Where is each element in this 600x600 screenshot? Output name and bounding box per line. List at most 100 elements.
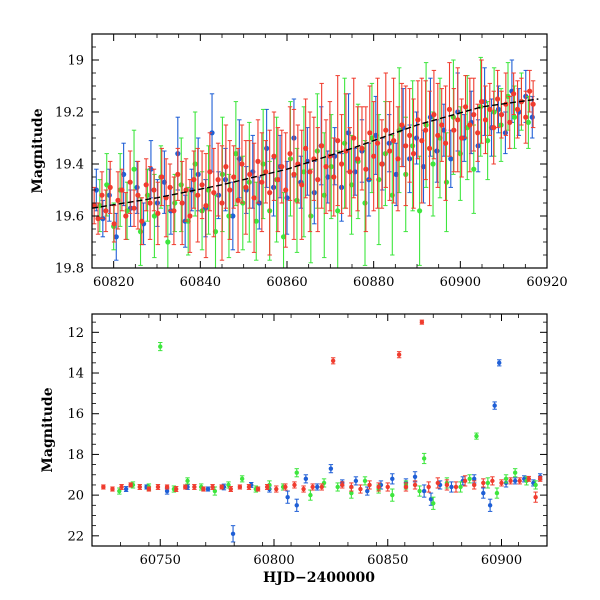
data-point: [110, 486, 115, 492]
data-point: [127, 179, 133, 185]
bottom-axis-ticks: 60750 60800 60850 60900 12 14 16 18 20 22: [67, 314, 548, 568]
data-point: [93, 187, 99, 193]
bottom-panel-full: 60750 60800 60850 60900 12 14 16 18 20 22 Magnitu…: [40, 313, 548, 586]
data-point: [146, 486, 152, 492]
x-tick-label: 60850: [367, 553, 408, 568]
data-point: [147, 200, 153, 206]
data-point: [349, 490, 354, 496]
data-point: [158, 344, 163, 349]
data-point: [431, 501, 436, 506]
data-point: [374, 140, 381, 146]
data-point: [410, 143, 416, 149]
data-point: [455, 117, 461, 123]
data-point: [492, 403, 497, 408]
x-tick-label: 60800: [253, 553, 294, 568]
data-point: [115, 197, 121, 203]
data-point: [283, 484, 288, 490]
trend-curve: [92, 98, 539, 209]
data-point: [421, 456, 427, 461]
top-axis-ticks: 60820 60840 60860 60880 60900 60920 19 19.2 19.4…: [55, 33, 568, 290]
data-point: [485, 480, 491, 486]
data-point: [187, 213, 193, 219]
data-point: [467, 476, 472, 482]
data-point: [165, 239, 171, 245]
y-tick-label: 16: [67, 407, 84, 422]
data-point: [351, 135, 357, 141]
data-point: [239, 476, 245, 482]
data-point: [294, 503, 299, 508]
data-point: [417, 488, 422, 494]
data-point: [523, 114, 529, 120]
data-point: [280, 234, 287, 240]
data-point: [203, 203, 209, 209]
data-point: [421, 488, 427, 494]
data-point: [446, 106, 453, 112]
data-point: [347, 169, 353, 175]
data-point: [173, 486, 179, 492]
data-point: [195, 192, 201, 198]
data-point: [487, 106, 493, 112]
data-point: [231, 174, 237, 180]
data-point: [448, 156, 454, 162]
data-point: [134, 184, 140, 190]
data-point: [303, 145, 309, 151]
data-point: [101, 484, 106, 490]
data-point: [117, 488, 122, 494]
data-point: [167, 184, 173, 190]
data-point: [390, 476, 395, 482]
data-point: [471, 166, 477, 172]
data-point: [215, 177, 221, 183]
data-point: [417, 208, 423, 214]
x-tick-label: 60900: [481, 553, 522, 568]
data-point: [362, 200, 368, 206]
data-point: [172, 200, 178, 206]
data-point: [395, 156, 401, 162]
data-point: [308, 492, 313, 498]
data-point: [512, 478, 518, 484]
data-point: [255, 158, 261, 164]
data-point: [183, 187, 189, 193]
data-point: [419, 319, 425, 325]
data-point: [495, 96, 501, 102]
data-point: [379, 161, 385, 167]
data-point: [451, 127, 457, 133]
data-point: [323, 164, 329, 170]
data-point: [443, 140, 449, 146]
top-y-axis-label: Magnitude: [30, 108, 46, 193]
data-point: [359, 145, 365, 151]
data-point: [264, 145, 270, 151]
data-point: [233, 151, 239, 157]
data-point: [335, 138, 341, 144]
x-tick-label: 60750: [140, 553, 181, 568]
data-point: [453, 484, 459, 490]
data-point: [434, 148, 440, 154]
data-point: [135, 192, 141, 198]
data-point: [481, 490, 486, 496]
data-point: [247, 171, 253, 177]
data-point: [511, 114, 518, 120]
data-point: [462, 104, 469, 110]
data-point: [419, 138, 425, 144]
data-point: [527, 88, 533, 94]
data-point: [303, 476, 309, 482]
data-point: [230, 213, 236, 219]
y-tick-label: 20: [67, 489, 84, 504]
data-point: [517, 478, 522, 484]
data-point: [321, 480, 327, 486]
data-point: [481, 480, 486, 486]
y-tick-label: 19.6: [55, 210, 84, 225]
data-point: [494, 490, 500, 496]
data-point: [103, 208, 109, 214]
data-point: [294, 197, 300, 203]
data-point: [255, 486, 261, 492]
data-point: [439, 122, 445, 128]
data-point: [412, 474, 418, 480]
data-point: [285, 494, 290, 500]
data-point: [529, 114, 535, 120]
data-point: [219, 484, 224, 490]
data-point: [431, 112, 437, 118]
data-point: [315, 177, 321, 183]
data-point: [487, 503, 493, 508]
x-tick-label: 60880: [353, 275, 394, 290]
